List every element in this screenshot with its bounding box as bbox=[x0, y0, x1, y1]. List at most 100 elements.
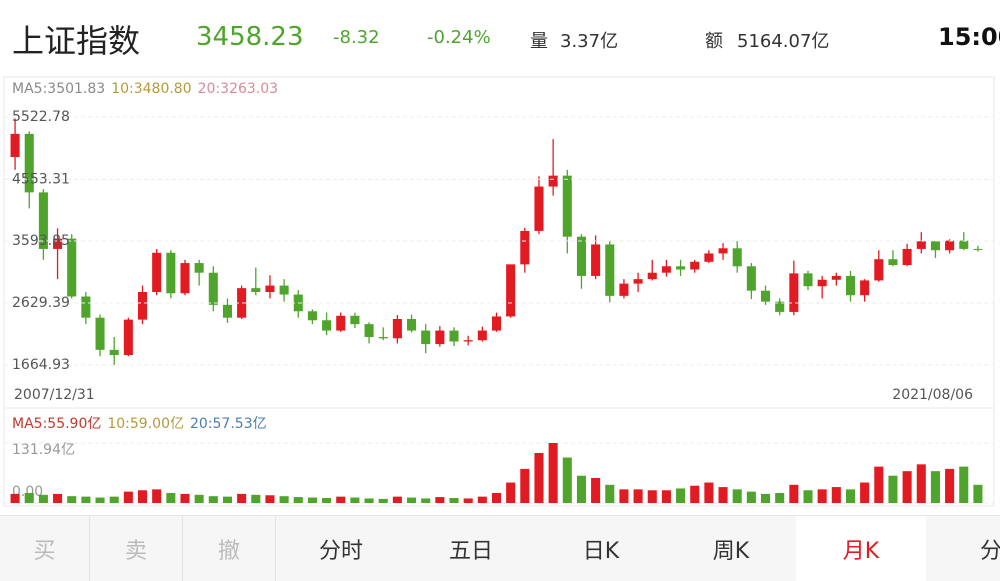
volume-bar bbox=[718, 487, 728, 503]
candle-body bbox=[123, 319, 133, 355]
candle-body bbox=[746, 266, 756, 291]
tab[interactable]: 撤 bbox=[183, 516, 276, 581]
volume-bar bbox=[180, 493, 190, 503]
candle-body bbox=[661, 266, 671, 273]
candle-body bbox=[435, 330, 445, 345]
volume-bar bbox=[647, 490, 657, 503]
tab[interactable]: 周K bbox=[712, 538, 750, 564]
candle-body bbox=[322, 320, 332, 331]
volume-bar bbox=[81, 496, 91, 503]
legend-entry: 10:59.00亿 bbox=[107, 416, 184, 432]
volume-bar bbox=[251, 494, 261, 503]
title: 上证指数 bbox=[12, 22, 141, 60]
volume-bar bbox=[874, 466, 884, 503]
volume-bar bbox=[364, 498, 374, 503]
tab[interactable]: 月K bbox=[796, 516, 926, 581]
candle-body bbox=[831, 275, 841, 280]
candle-body bbox=[95, 317, 105, 350]
candle-body bbox=[208, 272, 218, 305]
volume-bar bbox=[973, 484, 983, 503]
candle-body bbox=[845, 275, 856, 296]
volume-bar bbox=[732, 489, 742, 503]
volume-bar bbox=[10, 493, 20, 503]
volume-bar bbox=[435, 497, 445, 503]
volume-bar bbox=[548, 443, 558, 503]
candle-body bbox=[959, 240, 969, 249]
volume-bar bbox=[336, 496, 346, 503]
volume-bar bbox=[902, 471, 912, 503]
volume-bar bbox=[491, 492, 502, 503]
candle-body bbox=[930, 241, 940, 251]
candle-body bbox=[251, 288, 261, 292]
candle-body bbox=[916, 241, 926, 249]
y-tick-label: 3593.85 bbox=[12, 233, 70, 249]
volume-bar bbox=[704, 482, 714, 503]
candle-body bbox=[874, 259, 884, 281]
volume-bar bbox=[959, 466, 969, 503]
tab[interactable]: 分时 bbox=[318, 538, 363, 564]
volume-bar bbox=[95, 497, 105, 503]
candle-body bbox=[760, 290, 771, 302]
chart: 2007/12/31 2021/08/06 MA5:3501.83 10:3480… bbox=[3, 76, 995, 507]
candle-body bbox=[945, 240, 955, 251]
candle-body bbox=[81, 296, 91, 318]
volume-bar bbox=[803, 490, 813, 503]
volume-bar bbox=[534, 452, 544, 503]
volume-bar bbox=[760, 493, 771, 503]
candle-body bbox=[888, 259, 898, 265]
volume-bar bbox=[265, 495, 275, 503]
candle-body bbox=[109, 349, 119, 355]
y-tick-label: 4553.31 bbox=[12, 171, 70, 187]
chart-frame bbox=[3, 76, 995, 507]
change: -8.32 bbox=[333, 27, 380, 48]
candle-body bbox=[152, 252, 162, 292]
volume-bar bbox=[392, 496, 402, 503]
candle-body bbox=[803, 273, 813, 287]
y-tick-label: 131.94亿 bbox=[12, 442, 75, 458]
volume-bar bbox=[449, 497, 459, 503]
candle-body bbox=[633, 279, 643, 284]
candle-body bbox=[704, 253, 714, 262]
start-date: 2007/12/31 bbox=[14, 387, 95, 403]
tab[interactable]: 分 bbox=[979, 538, 1000, 564]
candle-body bbox=[690, 261, 700, 270]
candle-body bbox=[237, 288, 247, 318]
candle-body bbox=[902, 248, 912, 265]
volume-bar bbox=[619, 489, 629, 503]
candle-body bbox=[591, 244, 601, 276]
candle-body bbox=[166, 252, 176, 294]
candle-body bbox=[180, 263, 190, 294]
tab[interactable]: 买 bbox=[0, 516, 90, 581]
volume-bar bbox=[633, 489, 643, 503]
volume-bar bbox=[605, 484, 615, 503]
tab[interactable]: 卖 bbox=[90, 516, 183, 581]
change-pct: -0.24% bbox=[427, 27, 491, 48]
volume-bar bbox=[194, 494, 204, 503]
legend-entry: MA5:55.90亿 bbox=[12, 416, 101, 432]
volume-bar bbox=[945, 468, 955, 503]
candle-body bbox=[449, 330, 459, 342]
legend-entry: 10:3480.80 bbox=[111, 81, 191, 97]
volume-bar bbox=[746, 491, 756, 503]
volume-bar bbox=[350, 497, 360, 503]
volume-bar bbox=[690, 485, 700, 503]
tab[interactable]: 五日 bbox=[448, 538, 493, 564]
volume-bar bbox=[888, 475, 898, 503]
candle-body bbox=[605, 244, 615, 296]
candle-body bbox=[194, 263, 204, 273]
volume-bar bbox=[506, 482, 516, 503]
volume-bar bbox=[152, 489, 162, 503]
tab[interactable]: 日K bbox=[582, 538, 620, 564]
tab-bar: 买卖撤 分时 五日 日K 周K 月K 分 bbox=[0, 515, 1000, 581]
volume-bar bbox=[293, 497, 303, 503]
candle-body bbox=[775, 301, 785, 312]
candle-body bbox=[789, 273, 799, 312]
candle-body bbox=[732, 248, 742, 267]
candle-body bbox=[576, 236, 586, 276]
candle-body bbox=[973, 248, 983, 250]
time: 15:00 bbox=[938, 23, 1000, 51]
volume-bar bbox=[930, 471, 940, 503]
candle-body bbox=[562, 175, 572, 237]
volume-bar bbox=[661, 490, 671, 503]
candle-body bbox=[24, 133, 34, 193]
